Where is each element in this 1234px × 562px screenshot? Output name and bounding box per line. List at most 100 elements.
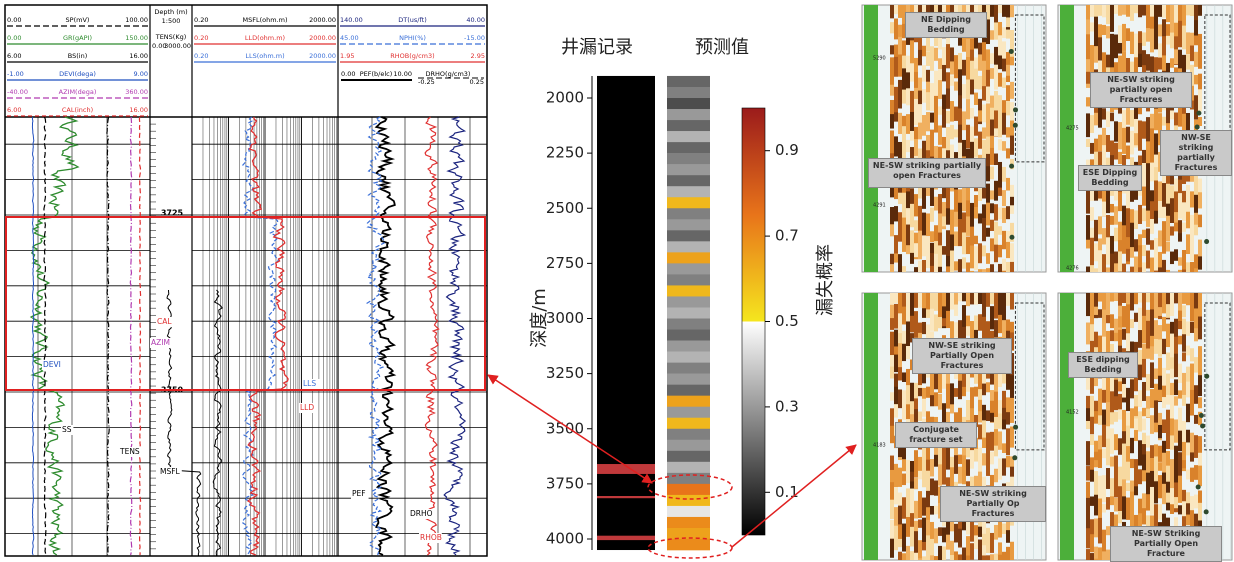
panel-texture <box>1110 314 1114 328</box>
panel-texture <box>1170 226 1174 235</box>
panel-texture <box>1134 486 1138 495</box>
curve-label: TENS <box>119 447 140 456</box>
panel-texture <box>1150 487 1154 515</box>
panel-texture <box>1126 5 1130 17</box>
prediction-band <box>667 274 710 285</box>
panel-texture <box>990 53 994 64</box>
panel-texture <box>1114 412 1118 422</box>
panel-texture <box>910 253 914 264</box>
panel-texture <box>1178 257 1182 265</box>
panel-texture <box>922 260 926 272</box>
header-min: 0.00 <box>7 34 21 42</box>
panel-texture <box>990 30 994 39</box>
panel-texture <box>970 203 974 228</box>
panel-annotation: Conjugate fracture set <box>895 422 977 448</box>
panel-texture <box>1190 403 1194 415</box>
panel-texture <box>990 264 994 272</box>
panel-texture <box>1098 37 1102 62</box>
panel-texture <box>894 464 898 487</box>
panel-texture <box>942 216 946 226</box>
panel-texture <box>1118 409 1122 419</box>
panel-texture <box>954 231 958 246</box>
panel-texture <box>1122 479 1126 499</box>
panel-texture <box>946 44 950 68</box>
panel-texture <box>1146 28 1150 42</box>
panel-texture <box>1094 559 1098 560</box>
panel-texture <box>986 253 990 264</box>
header-min: 0.00 <box>7 16 21 24</box>
panel-texture <box>906 72 910 89</box>
header-name: CAL(inch) <box>62 106 93 114</box>
panel-texture <box>1098 108 1102 128</box>
panel-texture <box>1110 496 1114 505</box>
panel-texture <box>1114 396 1118 410</box>
prediction-band <box>667 263 710 274</box>
panel-texture <box>918 231 922 260</box>
panel-texture <box>902 474 906 486</box>
panel-texture <box>1130 247 1134 258</box>
panel-texture <box>898 254 902 272</box>
panel-texture <box>1158 201 1162 218</box>
panel-texture <box>1002 208 1006 223</box>
panel-texture <box>998 315 1002 333</box>
panel-dot <box>1013 425 1018 430</box>
prediction-band <box>667 407 710 418</box>
panel-texture <box>1194 308 1198 328</box>
panel-texture <box>894 374 898 388</box>
panel-texture <box>898 468 902 487</box>
panel-texture <box>1130 293 1134 310</box>
panel-texture <box>914 293 918 308</box>
panel-texture <box>954 129 958 137</box>
panel-texture <box>998 378 1002 387</box>
panel-texture <box>1118 467 1122 487</box>
panel-texture <box>970 450 974 469</box>
panel-texture <box>1094 452 1098 460</box>
panel-texture <box>1006 412 1010 424</box>
panel-texture <box>1126 426 1130 450</box>
panel-texture <box>1146 141 1150 166</box>
panel-texture <box>1002 78 1006 88</box>
panel-texture <box>1130 319 1134 328</box>
panel-texture <box>1098 250 1102 272</box>
panel-texture <box>1006 206 1010 219</box>
panel-texture <box>918 540 922 560</box>
panel-texture <box>1002 443 1006 453</box>
curve-label: CAL <box>157 317 172 326</box>
panel-texture <box>990 293 994 304</box>
panel-texture <box>1126 28 1130 41</box>
panel-texture <box>902 408 906 420</box>
panel-texture <box>1098 5 1102 16</box>
panel-texture <box>1174 354 1178 377</box>
panel-texture <box>934 481 938 496</box>
header-name: DT(us/ft) <box>398 16 426 24</box>
panel-texture <box>1170 369 1174 379</box>
panel-texture <box>1142 508 1146 524</box>
header-name: LLS(ohm.m) <box>245 52 284 60</box>
panel-texture <box>894 206 898 221</box>
panel-texture <box>922 213 926 237</box>
panel-texture <box>1130 408 1134 428</box>
panel-texture <box>1086 215 1090 241</box>
panel-texture <box>1110 113 1114 121</box>
panel-annotation: ESE dipping Bedding <box>1068 352 1138 378</box>
panel-texture <box>1134 239 1138 251</box>
panel-texture <box>1182 305 1186 317</box>
panel-texture <box>1118 394 1122 412</box>
panel-texture <box>902 90 906 104</box>
panel-texture <box>1006 148 1010 158</box>
header-min: -40.00 <box>7 88 28 96</box>
panel-texture <box>894 404 898 417</box>
panel-texture <box>1010 136 1014 155</box>
panel-texture <box>1182 270 1186 272</box>
panel-texture <box>1102 5 1106 17</box>
panel-texture <box>1002 190 1006 206</box>
panel-texture <box>1090 238 1094 266</box>
panel-texture <box>894 136 898 156</box>
panel-texture <box>1186 404 1190 422</box>
panel-annotation: NE-SW striking partially open Fractures <box>868 158 986 188</box>
panel-texture <box>1174 5 1178 24</box>
panel-texture <box>1126 249 1130 262</box>
panel-texture <box>966 459 970 476</box>
panel-texture <box>890 520 894 540</box>
panel-texture <box>978 411 982 422</box>
